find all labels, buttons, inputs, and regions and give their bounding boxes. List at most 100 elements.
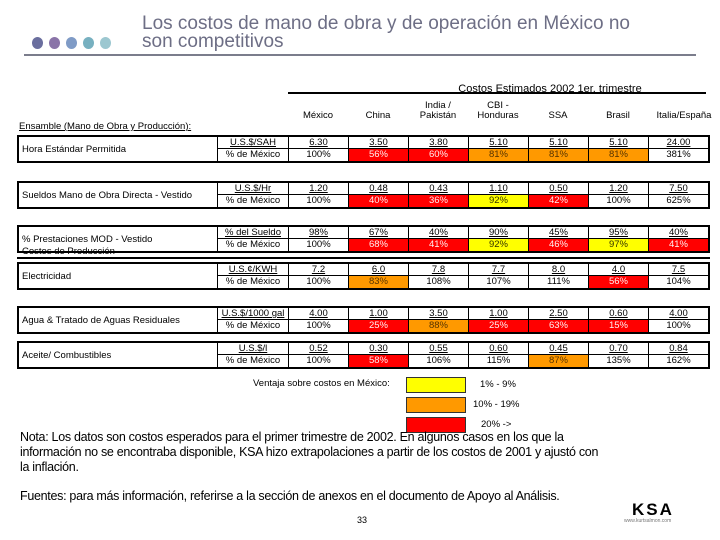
pct-cell: 42%: [529, 195, 589, 207]
unit-cell: U.S.¢/KWH: [218, 264, 289, 275]
pct-label-cell: % de México: [218, 276, 289, 288]
pct-cell: 25%: [349, 320, 409, 332]
row-label: Hora Estándar Permitida: [19, 137, 218, 161]
pct-cell: 106%: [409, 355, 469, 367]
value-cell: 4.00: [669, 308, 688, 319]
value-cell: 0.43: [409, 183, 469, 194]
value-cell: 2.50: [529, 308, 589, 319]
page-title: Los costos de mano de obra y de operació…: [142, 13, 630, 51]
dot-icon: [49, 37, 60, 49]
pct-cell: 92%: [469, 239, 529, 251]
pct-cell: 46%: [529, 239, 589, 251]
page-number: 33: [357, 515, 368, 525]
column-header-italia: Italia/España: [656, 110, 712, 121]
pct-cell: 81%: [529, 149, 589, 161]
unit-cell: U.S.$/SAH: [218, 137, 289, 148]
table-row: Aceite/ Combustibles U.S.$/l 0.52 0.30 0.55 0…: [17, 341, 710, 369]
column-header-brasil: Brasil: [606, 110, 630, 121]
pct-cell: 63%: [529, 320, 589, 332]
title-line-1: Los costos de mano de obra y de operació…: [142, 13, 630, 34]
value-cell: 98%: [289, 227, 349, 238]
pct-cell: 108%: [409, 276, 469, 288]
value-cell: 1.10: [469, 183, 529, 194]
pct-cell: 41%: [649, 239, 708, 251]
value-cell: 3.50: [409, 308, 469, 319]
pct-cell: 100%: [289, 320, 349, 332]
value-cell: 4.00: [289, 308, 349, 319]
value-cell: 6.30: [289, 137, 349, 148]
legend-text-1: 1% - 9%: [480, 379, 516, 390]
column-header-cbi: CBI - Honduras: [477, 100, 519, 121]
pct-label-cell: % de México: [218, 355, 289, 367]
table-row: % Prestaciones MOD - Vestido% del Sueldo…: [17, 225, 710, 253]
pct-cell: 60%: [409, 149, 469, 161]
pct-cell: 92%: [469, 195, 529, 207]
legend-swatch-orange: [406, 397, 466, 413]
pct-cell: 111%: [529, 276, 589, 288]
value-cell: 7.7: [469, 264, 529, 275]
pct-cell: 36%: [409, 195, 469, 207]
row-label: Aceite/ Combustibles: [19, 343, 218, 367]
value-cell: 0.70: [589, 343, 649, 354]
pct-label-cell: % de México: [218, 195, 289, 207]
value-cell: 3.50: [349, 137, 409, 148]
value-cell: 1.20: [589, 183, 649, 194]
value-cell: 95%: [589, 227, 649, 238]
column-header-ssa: SSA: [548, 110, 568, 121]
unit-cell: U.S.$/Hr: [218, 183, 289, 194]
pct-label-cell: % de México: [218, 320, 289, 332]
pct-cell: 58%: [349, 355, 409, 367]
pct-cell: 100%: [289, 276, 349, 288]
value-cell: 7.8: [409, 264, 469, 275]
pct-cell: 100%: [289, 195, 349, 207]
legend-swatch-yellow: [406, 377, 466, 393]
ksa-logo: KSA: [632, 500, 674, 519]
pct-cell: 81%: [469, 149, 529, 161]
legend-label: Ventaja sobre costos en México:: [253, 378, 390, 389]
unit-cell: U.S.$/l: [218, 343, 289, 354]
value-cell: 5.10: [589, 137, 649, 148]
value-cell: 1.00: [469, 308, 529, 319]
pct-cell: 100%: [289, 239, 349, 251]
value-cell: 1.20: [289, 183, 349, 194]
value-cell: 0.52: [289, 343, 349, 354]
value-cell: 0.50: [529, 183, 589, 194]
unit-cell: % del Sueldo: [218, 227, 289, 238]
value-cell: 0.60: [469, 343, 529, 354]
logo-url: www.kurtsalmon.com: [624, 518, 672, 524]
pct-cell: 88%: [409, 320, 469, 332]
column-header-mexico: México: [302, 110, 334, 121]
row-label: % Prestaciones MOD - Vestido: [19, 227, 218, 251]
section-label-ensamble: Ensamble (Mano de Obra y Producción):: [19, 121, 192, 132]
dot-icon: [32, 37, 43, 49]
pct-cell: 83%: [349, 276, 409, 288]
table-row: Electricidad U.S.¢/KWH 7.2 6.0 7.8 7.7 8.0 4.0 7…: [17, 262, 710, 290]
title-divider: [24, 54, 696, 56]
pct-cell: 115%: [469, 355, 529, 367]
row-label: Agua & Tratado de Aguas Residuales: [19, 308, 218, 332]
dot-icon: [100, 37, 111, 49]
pct-cell: 25%: [469, 320, 529, 332]
decorative-dots: [32, 37, 111, 49]
value-cell: 24.00: [666, 137, 691, 148]
pct-cell: 56%: [589, 276, 649, 288]
header-divider: [288, 92, 706, 94]
unit-cell: U.S.$/1000 gal: [218, 308, 289, 319]
column-header-china: China: [365, 110, 391, 121]
value-cell: 0.60: [589, 308, 649, 319]
value-cell: 0.45: [529, 343, 589, 354]
pct-cell: 81%: [589, 149, 649, 161]
legend-text-2: 10% - 19%: [473, 399, 520, 410]
value-cell: 3.80: [409, 137, 469, 148]
pct-cell: 100%: [589, 195, 649, 207]
table-row: Hora Estándar Permitida U.S.$/SAH 6.30 3.50…: [17, 135, 710, 163]
value-cell: 40%: [668, 227, 688, 238]
pct-cell: 41%: [409, 239, 469, 251]
value-cell: 0.30: [349, 343, 409, 354]
value-cell: 4.0: [589, 264, 649, 275]
value-cell: 7.2: [289, 264, 349, 275]
pct-cell: 104%: [666, 276, 691, 287]
pct-cell: 97%: [589, 239, 649, 251]
pct-cell: 100%: [666, 320, 691, 331]
value-cell: 40%: [409, 227, 469, 238]
